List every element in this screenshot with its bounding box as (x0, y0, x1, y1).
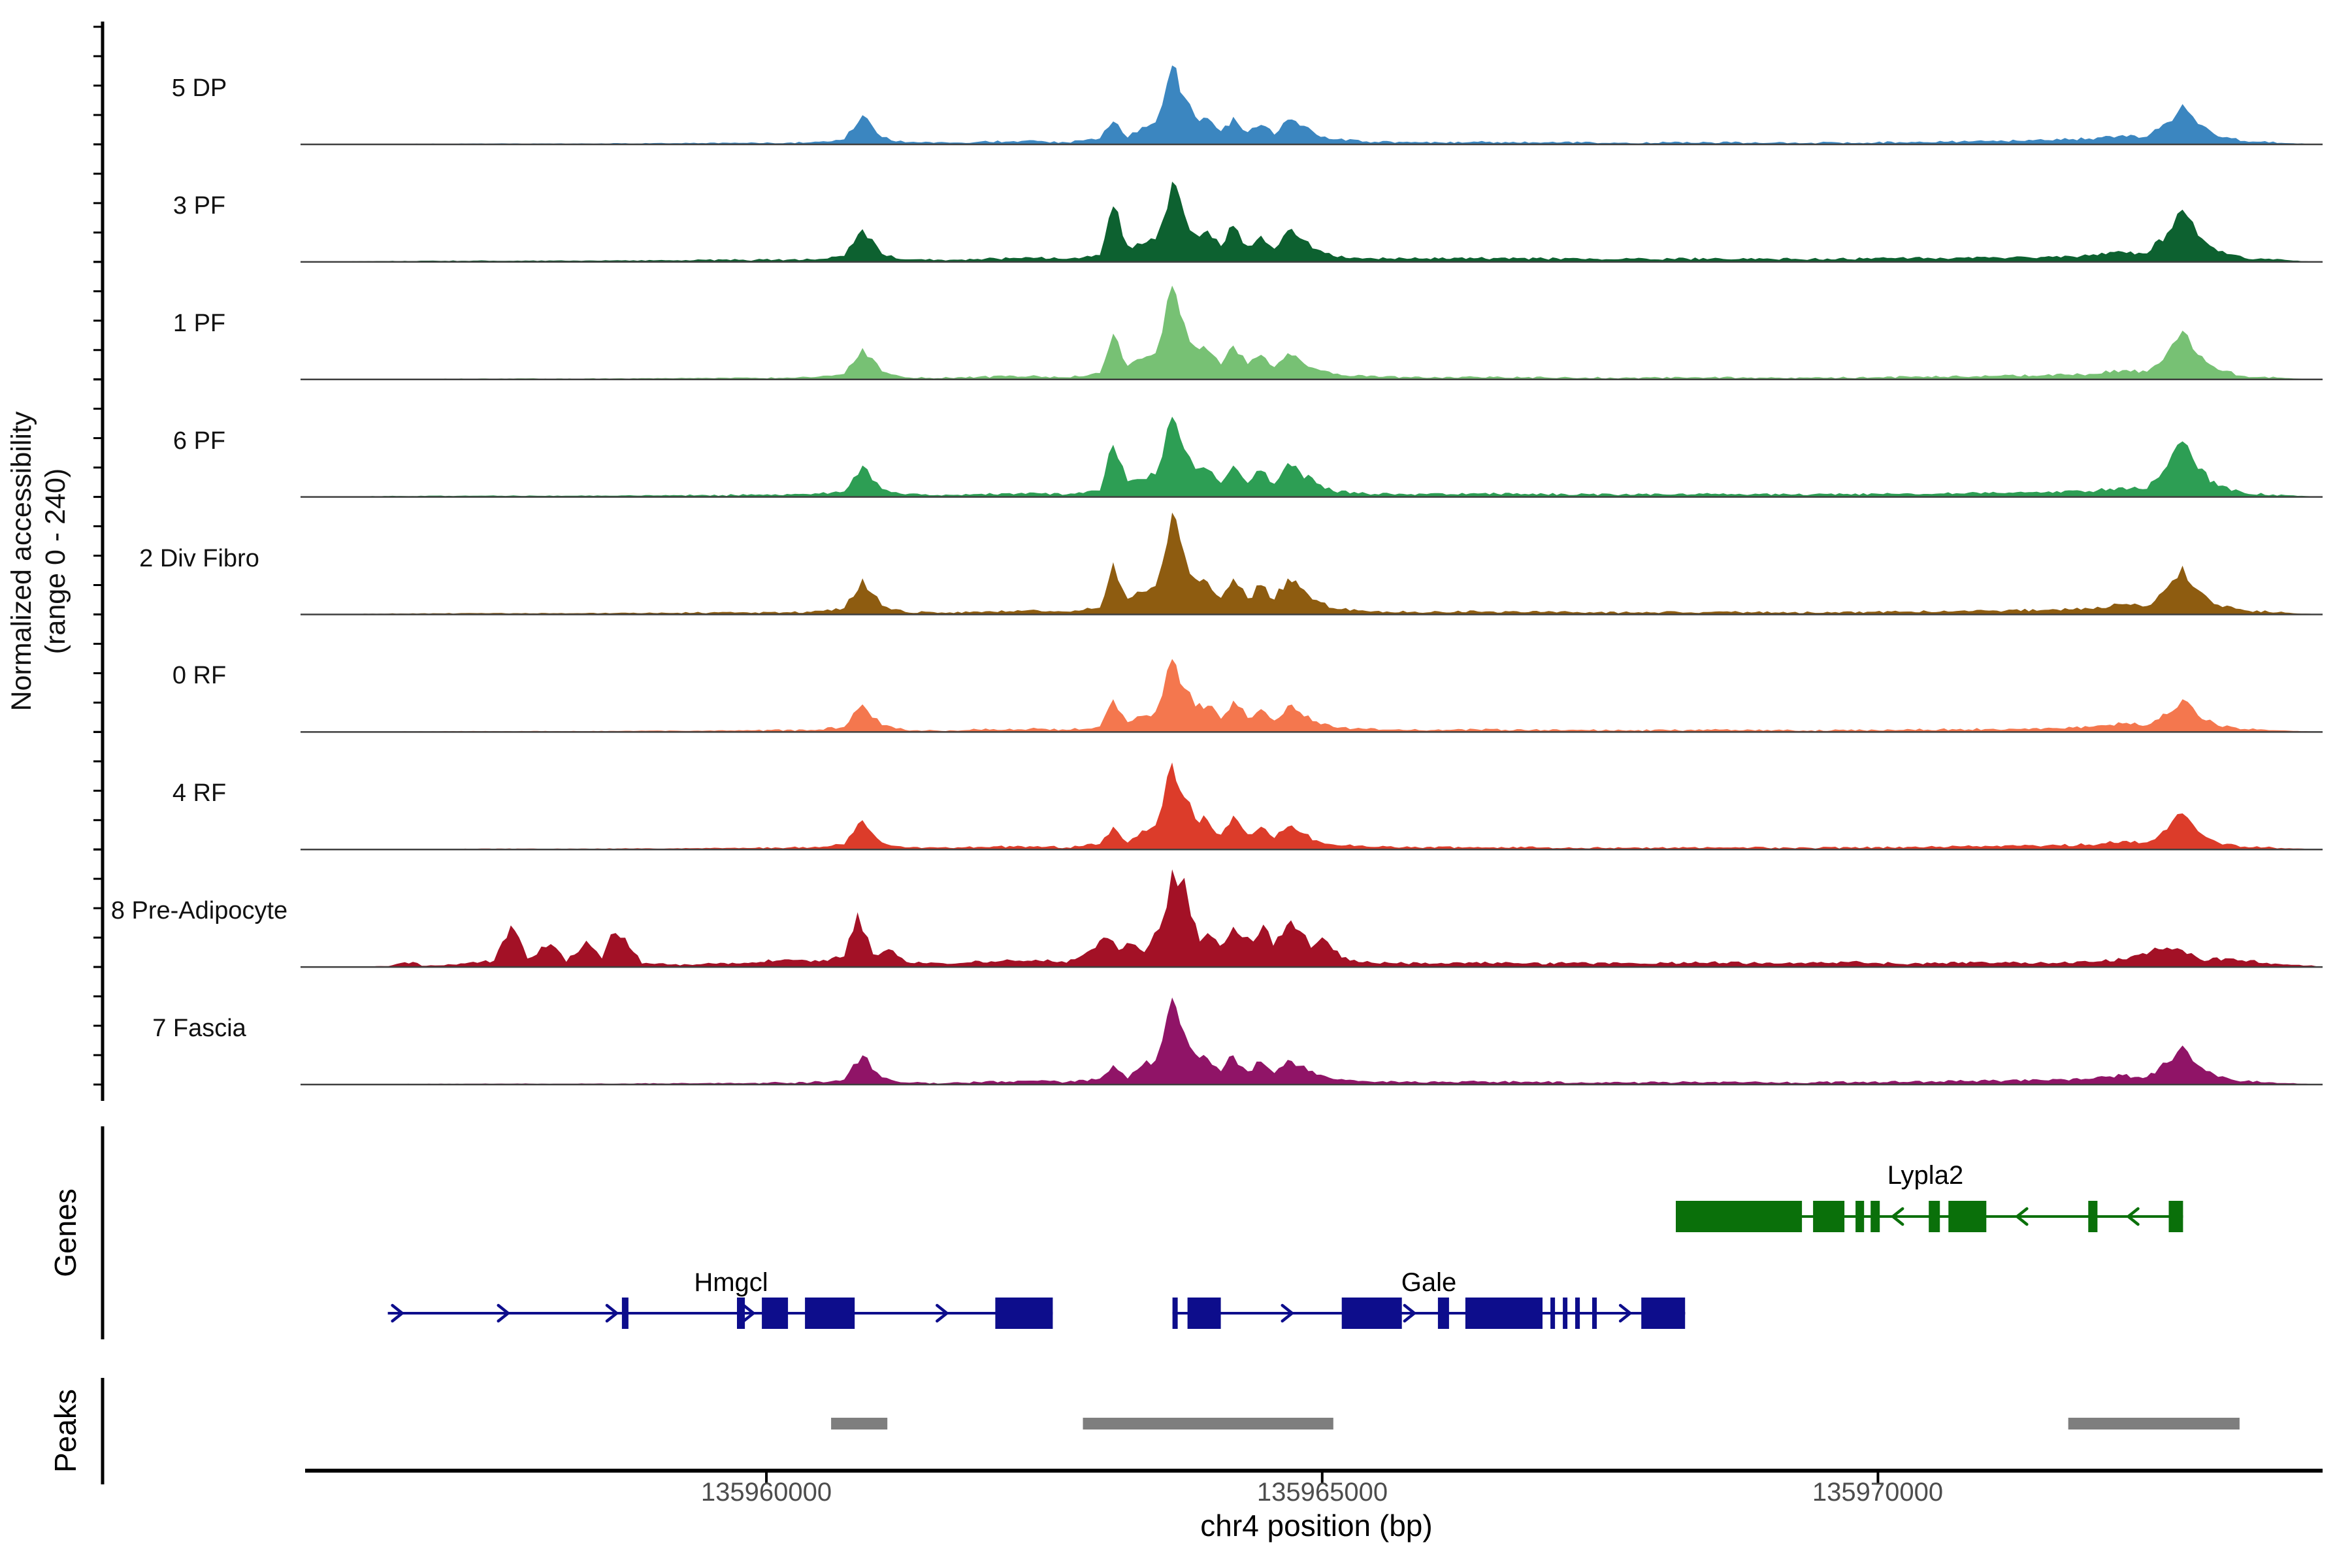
signal-area-6-pf (305, 416, 2323, 497)
track-label-2-div-fibro: 2 Div Fibro (139, 545, 259, 572)
gene-label-lypla2: Lypla2 (1887, 1161, 1964, 1190)
x-tick-label-1: 135965000 (1256, 1478, 1388, 1507)
peak-bar-1 (1083, 1418, 1333, 1429)
signal-area-0-rf (305, 659, 2323, 732)
gene-strand-arrow-icon (1618, 1303, 1632, 1323)
signal-area-8-pre-adipocyte (305, 869, 2323, 968)
track-label-1-pf: 1 PF (172, 310, 226, 337)
gene-strand-arrow-icon (605, 1303, 619, 1323)
gene-exon-gale (1341, 1298, 1402, 1329)
signal-area-7-fascia (305, 997, 2323, 1085)
gene-exon-gale (1550, 1298, 1556, 1329)
track-label-3-pf: 3 PF (172, 192, 226, 220)
x-tick-label-2: 135970000 (1812, 1478, 1944, 1507)
gene-strand-arrow-icon (1403, 1303, 1416, 1323)
gene-exon-hmgcl (762, 1298, 789, 1329)
peak-bar-2 (2068, 1418, 2240, 1429)
gene-exon-gale (1187, 1298, 1221, 1329)
gene-exon-gale (1563, 1298, 1568, 1329)
gene-strand-arrow-icon (1891, 1207, 1904, 1226)
gene-exon-gale (1592, 1298, 1597, 1329)
gene-exon-gale (1641, 1298, 1686, 1329)
gene-exon-gale (1172, 1298, 1178, 1329)
gene-exon-lypla2 (1870, 1201, 1880, 1232)
gene-strand-arrow-icon (391, 1303, 404, 1323)
gene-strand-arrow-icon (1281, 1303, 1294, 1323)
peak-bar-0 (831, 1418, 888, 1429)
signal-area-3-pf (305, 182, 2323, 262)
gene-exon-lypla2 (2168, 1201, 2183, 1232)
gene-exon-hmgcl (737, 1298, 745, 1329)
signal-area-2-div-fibro (305, 512, 2323, 615)
gene-exon-gale (1575, 1298, 1580, 1329)
gene-exon-gale (1437, 1298, 1449, 1329)
gene-exon-lypla2 (2088, 1201, 2098, 1232)
signal-area-5-dp (305, 65, 2323, 144)
peaks-section-label: Peaks (48, 1389, 82, 1473)
x-axis-title: chr4 position (bp) (1200, 1509, 1433, 1543)
gene-strand-arrow-icon (2016, 1207, 2029, 1226)
y-axis-title-line2: (range 0 - 240) (40, 468, 71, 655)
gene-exon-hmgcl (805, 1298, 855, 1329)
gene-label-hmgcl: Hmgcl (694, 1268, 768, 1297)
signal-area-4-rf (305, 762, 2323, 850)
track-label-4-rf: 4 RF (172, 779, 227, 807)
gene-strand-arrow-icon (2127, 1207, 2140, 1226)
track-label-6-pf: 6 PF (172, 427, 226, 455)
gene-exon-lypla2 (1813, 1201, 1845, 1232)
genes-section-label: Genes (48, 1188, 82, 1277)
signal-area-1-pf (305, 286, 2323, 380)
gene-strand-arrow-icon (742, 1303, 755, 1323)
gene-strand-arrow-icon (936, 1303, 949, 1323)
gene-exon-hmgcl (621, 1298, 629, 1329)
gene-exon-lypla2 (1855, 1201, 1865, 1232)
gene-exon-lypla2 (1948, 1201, 1987, 1232)
y-axis-title: Normalized accessibility (range 0 - 240) (5, 71, 76, 1051)
y-axis-title-line1: Normalized accessibility (6, 411, 37, 711)
gene-exon-lypla2 (1929, 1201, 1940, 1232)
gene-strand-arrow-icon (497, 1303, 510, 1323)
track-label-8-pre-adipocyte: 8 Pre-Adipocyte (110, 897, 288, 924)
x-tick-label-0: 135960000 (700, 1478, 832, 1507)
track-label-0-rf: 0 RF (172, 662, 227, 689)
track-label-5-dp: 5 DP (171, 74, 227, 102)
gene-exon-hmgcl (995, 1298, 1053, 1329)
gene-exon-gale (1465, 1298, 1543, 1329)
gene-label-gale: Gale (1401, 1268, 1457, 1297)
gene-exon-lypla2 (1676, 1201, 1803, 1232)
track-label-7-fascia: 7 Fascia (152, 1015, 246, 1042)
